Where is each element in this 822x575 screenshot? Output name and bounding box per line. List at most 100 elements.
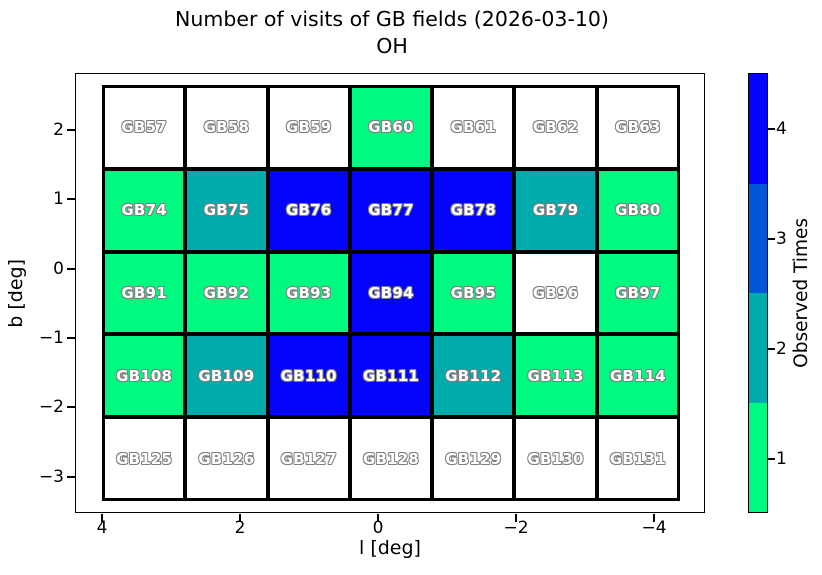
colorbar-tick-mark [768,458,775,460]
field-label: GB113 [527,366,584,385]
field-cell-gb111: GB111 [349,334,433,418]
field-label: GB127 [280,449,337,468]
chart-title-line1: Number of visits of GB fields (2026-03-1… [175,7,609,31]
field-label: GB75 [203,201,250,220]
field-cell-gb109: GB109 [185,334,268,418]
y-axis-label-box: b [deg] [2,73,30,513]
field-cell-gb77: GB77 [349,168,433,252]
field-label: GB94 [368,283,414,302]
y-tick-mark [66,198,75,200]
y-tick-mark [66,129,75,131]
field-label: GB61 [450,118,496,137]
colorbar-tick-mark [768,348,775,350]
field-label: GB126 [198,449,255,468]
field-cell-gb96: GB96 [514,251,597,335]
colorbar-tick-label: 2 [776,339,787,359]
colorbar-label: Observed Times [790,218,812,368]
field-cell-gb79: GB79 [514,168,597,252]
y-tick-label: −1 [38,328,64,348]
field-label: GB129 [445,449,502,468]
y-tick-mark [66,476,75,478]
field-label: GB74 [121,201,167,220]
y-axis-label: b [deg] [5,258,27,328]
field-cell-gb127: GB127 [267,417,350,500]
field-cell-gb61: GB61 [432,86,515,169]
field-label: GB131 [609,449,666,468]
colorbar-label-box: Observed Times [785,73,817,513]
x-tick-label: 2 [234,518,246,538]
field-label: GB96 [532,283,579,302]
field-cell-gb129: GB129 [432,417,515,500]
field-cell-gb76: GB76 [267,168,350,252]
field-cell-gb113: GB113 [514,334,597,418]
field-cell-gb91: GB91 [103,251,186,335]
x-tick-mark [515,513,517,522]
field-label: GB125 [116,449,173,468]
field-label: GB111 [362,366,420,385]
field-cell-gb58: GB58 [185,86,268,169]
field-label: GB128 [362,449,420,468]
field-label: GB95 [450,283,496,302]
field-label: GB97 [615,283,661,302]
field-label: GB57 [121,118,167,137]
y-tick-label: 2 [53,120,64,140]
y-tick-mark [66,268,75,270]
chart-title-line2: OH [376,34,408,58]
plot-area: GB57 GB58 GB59 GB60 GB61 GB62 GB63 GB74 GB75 GB76… [39,73,705,538]
field-cell-gb110: GB110 [267,334,350,418]
field-cell-gb93: GB93 [267,251,350,335]
field-label: GB77 [368,201,414,220]
field-cell-gb75: GB75 [185,168,268,252]
y-tick-label: 0 [53,259,64,279]
field-cell-gb74: GB74 [103,168,186,252]
x-tick-mark [653,513,655,522]
field-cell-gb63: GB63 [596,86,679,169]
colorbar-tick-label: 3 [776,229,787,249]
colorbar-tick-label: 4 [776,119,787,139]
y-tick-label: 1 [53,189,64,209]
field-cell-gb130: GB130 [514,417,597,500]
field-cell-gb95: GB95 [432,251,515,335]
field-cell-gb114: GB114 [596,334,679,418]
colorbar-tick-mark [768,238,775,240]
x-tick-label: 4 [96,518,108,538]
field-label: GB63 [615,118,661,137]
field-label: GB62 [532,118,579,137]
field-cell-gb60: GB60 [349,86,433,169]
y-tick-mark [66,337,75,339]
colorbar-tick-label: 1 [776,449,787,469]
field-label: GB109 [198,366,255,385]
x-tick-mark [239,513,241,522]
colorbar-segment-4 [749,74,767,184]
x-axis-label: l [deg] [359,537,421,559]
field-cell-gb97: GB97 [596,251,679,335]
field-cell-gb128: GB128 [349,417,433,500]
field-label: GB110 [280,366,337,385]
field-label: GB91 [121,283,167,302]
y-tick-mark [66,406,75,408]
field-label: GB60 [368,118,414,137]
field-cell-gb126: GB126 [185,417,268,500]
colorbar-segment-1 [749,402,767,512]
colorbar-tick-mark [768,128,775,130]
x-tick-mark [377,513,379,522]
field-cell-gb125: GB125 [103,417,186,500]
field-cell-gb80: GB80 [596,168,679,252]
chart-title: Number of visits of GB fields (2026-03-1… [0,6,784,60]
x-tick-mark [101,513,103,522]
field-label: GB92 [203,283,250,302]
field-cell-gb131: GB131 [596,417,679,500]
y-tick-label: −2 [38,397,64,417]
x-tick-label: −4 [641,518,667,538]
field-cell-gb112: GB112 [432,334,515,418]
field-label: GB112 [445,366,502,385]
field-cell-gb62: GB62 [514,86,597,169]
field-cell-gb57: GB57 [103,86,186,169]
field-cell-gb92: GB92 [185,251,268,335]
field-label: GB78 [450,201,496,220]
colorbar-segment-3 [749,183,767,293]
field-label: GB76 [285,201,332,220]
field-cell-gb94: GB94 [349,251,433,335]
colorbar-segment-2 [749,293,767,403]
